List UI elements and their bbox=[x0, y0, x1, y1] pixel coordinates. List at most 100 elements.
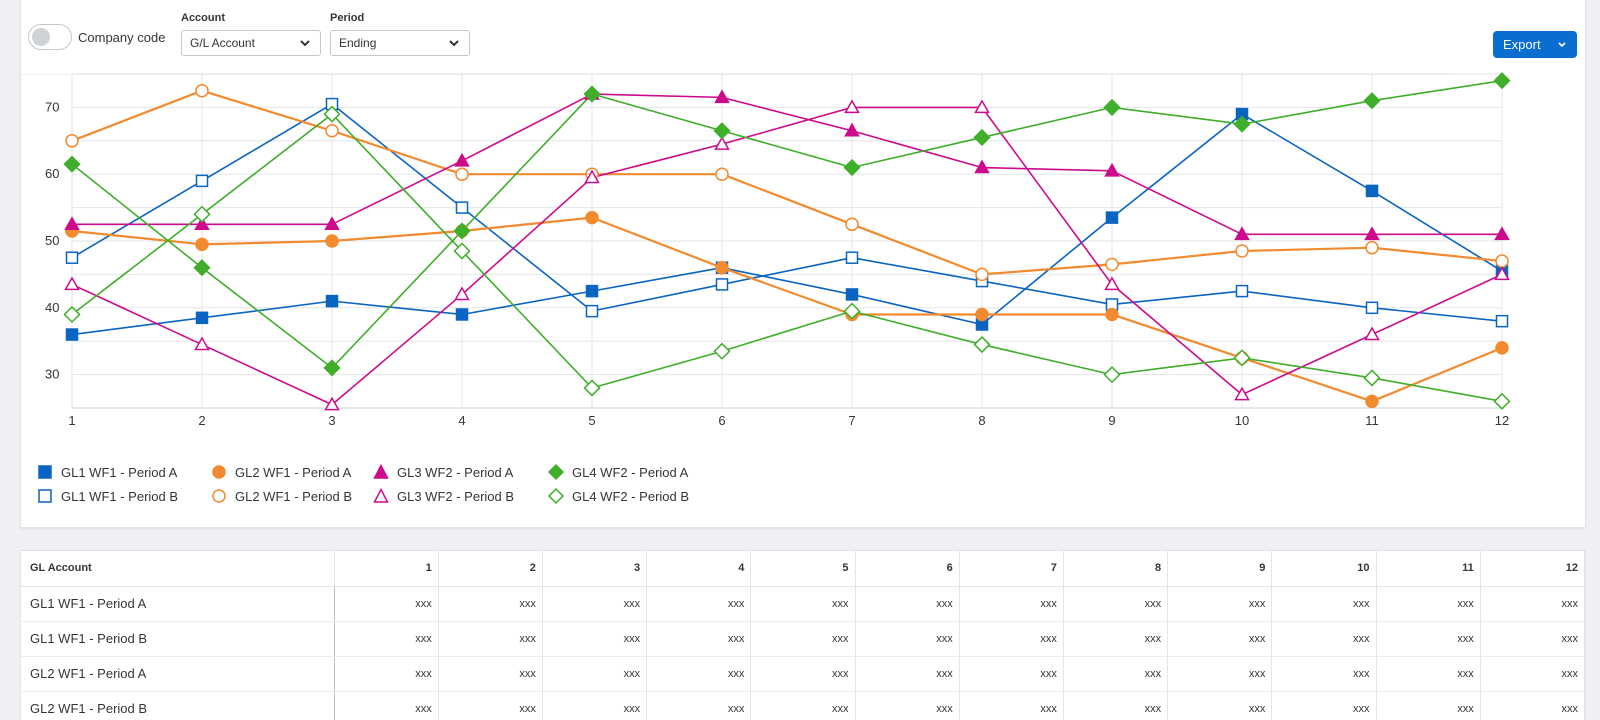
column-header-period[interactable]: 12 bbox=[1480, 551, 1586, 587]
legend-column: GL4 WF2 - Period A GL4 WF2 - Period B bbox=[548, 460, 689, 508]
legend-item[interactable]: GL1 WF1 - Period B bbox=[37, 484, 178, 508]
data-point bbox=[845, 217, 859, 232]
legend-item[interactable]: GL2 WF1 - Period B bbox=[211, 484, 352, 508]
data-point bbox=[193, 205, 211, 223]
table-cell: xxx bbox=[334, 586, 439, 622]
account-select-value: G/L Account bbox=[190, 36, 255, 50]
table-cell: xxx bbox=[542, 691, 648, 720]
table-cell: xxx bbox=[1480, 656, 1586, 692]
data-point bbox=[455, 308, 469, 321]
column-header-period[interactable]: 2 bbox=[438, 551, 543, 587]
account-label: Account bbox=[181, 12, 225, 24]
legend-item[interactable]: GL2 WF1 - Period A bbox=[211, 460, 352, 484]
data-point bbox=[713, 342, 731, 360]
chart-card: Company code Account G/L Account Period … bbox=[20, 0, 1586, 528]
legend-item[interactable]: GL3 WF2 - Period B bbox=[373, 484, 514, 508]
table-cell: xxx bbox=[1167, 691, 1273, 720]
table-cell: xxx bbox=[1271, 691, 1377, 720]
y-tick-label: 70 bbox=[45, 99, 59, 114]
row-label: GL2 WF1 - Period B bbox=[21, 691, 335, 720]
column-header-period[interactable]: 10 bbox=[1271, 551, 1377, 587]
data-point bbox=[1365, 184, 1379, 198]
table-cell: xxx bbox=[1167, 621, 1273, 657]
data-point bbox=[65, 328, 79, 341]
chevron-down-icon bbox=[1558, 41, 1566, 47]
data-point bbox=[323, 105, 341, 123]
data-point bbox=[974, 159, 990, 174]
period-select[interactable]: Ending bbox=[330, 30, 470, 56]
export-button[interactable]: Export bbox=[1493, 31, 1577, 58]
company-code-toggle[interactable] bbox=[28, 24, 72, 50]
data-point bbox=[715, 278, 729, 291]
column-header-period[interactable]: 3 bbox=[542, 551, 648, 587]
column-header-period[interactable]: 11 bbox=[1376, 551, 1481, 587]
diamond-marker-icon bbox=[548, 464, 564, 480]
data-point bbox=[1235, 284, 1249, 298]
x-tick-label: 10 bbox=[1235, 413, 1249, 428]
column-header-period[interactable]: 8 bbox=[1063, 551, 1169, 587]
data-point bbox=[324, 216, 340, 231]
account-select[interactable]: G/L Account bbox=[181, 30, 321, 56]
data-point bbox=[194, 216, 210, 231]
column-header-period[interactable]: 7 bbox=[959, 551, 1064, 587]
table-cell: xxx bbox=[855, 586, 960, 622]
row-label: GL2 WF1 - Period A bbox=[21, 656, 335, 692]
column-header-gl-account[interactable]: GL Account bbox=[21, 551, 335, 587]
period-label: Period bbox=[330, 12, 365, 24]
legend-column: GL2 WF1 - Period A GL2 WF1 - Period B bbox=[211, 460, 352, 508]
data-point bbox=[194, 336, 210, 351]
data-point bbox=[844, 99, 860, 114]
y-tick-label: 60 bbox=[45, 166, 59, 181]
data-point bbox=[974, 99, 990, 114]
data-point bbox=[325, 234, 339, 248]
x-tick-label: 2 bbox=[198, 413, 205, 428]
data-point bbox=[1103, 366, 1121, 384]
data-point bbox=[454, 286, 470, 301]
data-point bbox=[195, 311, 209, 325]
legend-label: GL4 WF2 - Period A bbox=[572, 464, 689, 480]
table-cell: xxx bbox=[1376, 691, 1481, 720]
column-header-period[interactable]: 6 bbox=[855, 551, 960, 587]
table-cell: xxx bbox=[646, 656, 752, 692]
x-tick-label: 6 bbox=[718, 413, 725, 428]
legend-label: GL3 WF2 - Period A bbox=[397, 464, 514, 480]
row-label: GL1 WF1 - Period B bbox=[21, 621, 335, 657]
table-cell: xxx bbox=[646, 691, 752, 720]
toggle-knob bbox=[32, 28, 50, 46]
chevron-down-icon bbox=[449, 40, 459, 47]
triangle-marker-icon bbox=[373, 464, 389, 479]
data-point bbox=[1105, 257, 1119, 272]
data-point bbox=[843, 302, 861, 320]
data-point bbox=[195, 83, 209, 98]
legend-item[interactable]: GL1 WF1 - Period A bbox=[37, 460, 178, 484]
gl-account-table: GL Account 1 2 3 4 5 6 7 8 9 10 11 12 GL1 WF1 - Peri… bbox=[21, 551, 1586, 720]
series-line bbox=[72, 93, 1502, 236]
data-point bbox=[1493, 392, 1511, 410]
column-header-period[interactable]: 4 bbox=[646, 551, 752, 587]
series-line bbox=[71, 89, 1503, 276]
table-cell: xxx bbox=[855, 621, 960, 657]
legend-item[interactable]: GL4 WF2 - Period A bbox=[548, 460, 689, 484]
table-cell: xxx bbox=[1063, 691, 1169, 720]
table-header-row: GL Account 1 2 3 4 5 6 7 8 9 10 11 12 bbox=[21, 551, 1586, 587]
data-point bbox=[715, 260, 729, 275]
column-header-period[interactable]: 5 bbox=[750, 551, 856, 587]
data-point bbox=[1104, 276, 1120, 291]
table-cell: xxx bbox=[438, 621, 543, 657]
column-header-period[interactable]: 1 bbox=[334, 551, 439, 587]
data-point bbox=[585, 210, 599, 225]
table-cell: xxx bbox=[1480, 586, 1586, 622]
legend-item[interactable]: GL3 WF2 - Period A bbox=[373, 460, 514, 484]
table-cell: xxx bbox=[646, 621, 752, 657]
legend-item[interactable]: GL4 WF2 - Period B bbox=[548, 484, 689, 508]
data-point bbox=[455, 201, 469, 214]
data-point bbox=[714, 136, 730, 150]
table-cell: xxx bbox=[646, 586, 752, 622]
table-cell: xxx bbox=[438, 656, 543, 692]
legend-label: GL3 WF2 - Period B bbox=[397, 488, 515, 504]
column-header-period[interactable]: 9 bbox=[1167, 551, 1273, 587]
